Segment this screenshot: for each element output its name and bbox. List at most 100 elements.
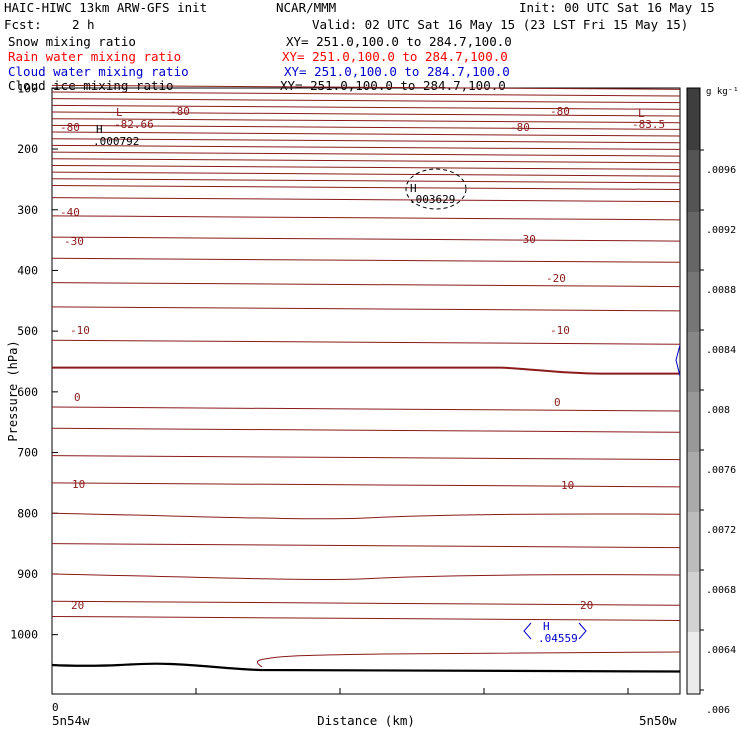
isotherm-label: -10 xyxy=(70,324,90,337)
isotherm-label: -30 xyxy=(516,233,536,246)
isotherm-line xyxy=(51,151,681,157)
y-tick-label: 800 xyxy=(17,506,38,520)
fcst-label: Fcst: xyxy=(4,17,42,32)
isotherm-line xyxy=(51,573,681,580)
isotherm-line xyxy=(51,184,681,190)
isotherm-line xyxy=(51,131,681,137)
isotherm-line xyxy=(51,144,681,150)
x-end-label: 5n50w xyxy=(639,713,677,728)
isotherm-line xyxy=(51,164,681,170)
isotherm-line xyxy=(51,215,681,221)
y-tick-label: 500 xyxy=(17,324,38,338)
isotherm-line xyxy=(51,98,681,104)
terrain-line xyxy=(51,662,681,673)
isotherm-line xyxy=(51,171,681,177)
field-rain-name: Rain water mixing ratio xyxy=(8,49,182,64)
y-tick-label: 300 xyxy=(17,203,38,217)
isotherm-line xyxy=(51,158,681,164)
init-time: Init: 00 UTC Sat 16 May 15 xyxy=(519,0,715,15)
y-axis-label: Pressure (hPa) xyxy=(6,340,20,441)
isotherm-label: -40 xyxy=(60,206,80,219)
y-tick-label: 900 xyxy=(17,567,38,581)
field-cloud-ice-xy: XY= 251.0,100.0 to 284.7,100.0 xyxy=(280,78,506,93)
extrema: L L H .000792 H .003629 H .04559 xyxy=(93,106,681,645)
isotherm-line xyxy=(51,482,681,488)
isotherm-labels: -80 -80 -80 -80 -82.66 -83.5 -40 -30 -30… xyxy=(60,105,665,612)
isotherm-line xyxy=(51,257,681,263)
high-marker: H xyxy=(410,182,417,195)
isotherm-label: 20 xyxy=(580,599,593,612)
isotherm-line xyxy=(51,543,681,549)
plot-frame xyxy=(51,87,681,695)
colorbar: .0096 .0092 .0088 .0084 .008 .0076 .0072 .0068.… xyxy=(686,87,736,716)
isotherm-line xyxy=(51,339,681,345)
isotherm-label: -20 xyxy=(546,272,566,285)
colorbar-tick-label: .0072 xyxy=(706,525,736,536)
field-cloud-water-xy: XY= 251.0,100.0 to 284.7,100.0 xyxy=(284,64,510,79)
isotherm-line xyxy=(52,366,680,375)
y-tick-label: 600 xyxy=(17,385,38,399)
y-tick-label: 200 xyxy=(17,142,38,156)
isotherm-line xyxy=(51,455,681,461)
isotherm-label: 0 xyxy=(554,396,561,409)
valid-time: Valid: 02 UTC Sat 16 May 15 (23 LST Fri … xyxy=(312,17,689,32)
colorbar-tick-label: .0068 xyxy=(706,585,736,596)
isotherm-line xyxy=(51,427,681,433)
isotherm-line xyxy=(256,651,681,668)
high-value: .003629 xyxy=(409,193,455,206)
isotherm-line xyxy=(51,138,681,144)
isotherm-line xyxy=(51,91,681,97)
isotherm-label: 10 xyxy=(561,479,574,492)
isotherm-label: -83.5 xyxy=(632,118,665,131)
snow-contour xyxy=(405,168,467,210)
isotherm-line xyxy=(51,282,681,288)
isotherm-line xyxy=(51,306,681,312)
field-cloud-water-name: Cloud water mixing ratio xyxy=(8,64,189,79)
isotherm-label: 10 xyxy=(72,478,85,491)
y-tick-label: 100 xyxy=(17,81,38,95)
isotherm-line xyxy=(51,615,681,621)
isotherm-label: -80 xyxy=(60,121,80,134)
isotherm-label: -30 xyxy=(64,235,84,248)
y-tick-label: 700 xyxy=(17,446,38,460)
isotherm-label: 20 xyxy=(71,599,84,612)
y-tick-label: 400 xyxy=(17,263,38,277)
isotherm-line xyxy=(51,178,681,184)
y-tick-label: 1000 xyxy=(10,628,38,642)
isotherm-label: -80 xyxy=(170,105,190,118)
colorbar-tick-label: .0088 xyxy=(706,285,736,296)
isotherm-label: -82.66 xyxy=(114,118,154,131)
isotherm-line xyxy=(51,111,681,117)
colorbar-unit: g kg⁻¹ xyxy=(706,87,739,97)
colorbar-tick-label: .0076 xyxy=(706,465,736,476)
plot-title: HAIC-HIWC 13km ARW-GFS init xyxy=(4,0,208,15)
isotherm-label: -10 xyxy=(550,324,570,337)
high-value: .04559 xyxy=(538,632,578,645)
field-rain-xy: XY= 251.0,100.0 to 284.7,100.0 xyxy=(282,49,508,64)
isotherm-line xyxy=(51,512,681,520)
high-marker: H xyxy=(543,620,550,633)
isotherm-line xyxy=(51,84,681,90)
colorbar-tick-label: .0064 xyxy=(706,645,736,656)
colorbar-tick-label: .008 xyxy=(706,405,730,416)
colorbar-tick-label: .006 xyxy=(706,705,730,716)
colorbar-tick-label: .0092 xyxy=(706,225,736,236)
cloud-water-contour xyxy=(675,344,681,377)
field-snow-xy: XY= 251.0,100.0 to 284.7,100.0 xyxy=(286,34,512,49)
colorbar-tick-label: .0096 xyxy=(706,165,736,176)
isotherm-line xyxy=(51,406,681,412)
isotherm-label: -80 xyxy=(510,121,530,134)
plot-org: NCAR/MMM xyxy=(276,0,337,15)
colorbar-tick-label: .0084 xyxy=(706,345,736,356)
fcst-value: 2 h xyxy=(72,17,95,32)
low-marker: L xyxy=(116,106,123,119)
high-value: .000792 xyxy=(93,135,139,148)
x-start-label: 5n54w xyxy=(52,713,90,728)
x-zero-label: 0 xyxy=(52,701,59,714)
isotherm-line xyxy=(51,104,681,110)
isotherm-label: -80 xyxy=(550,105,570,118)
isotherm-line xyxy=(51,197,681,203)
isotherm-label: 0 xyxy=(74,391,81,404)
